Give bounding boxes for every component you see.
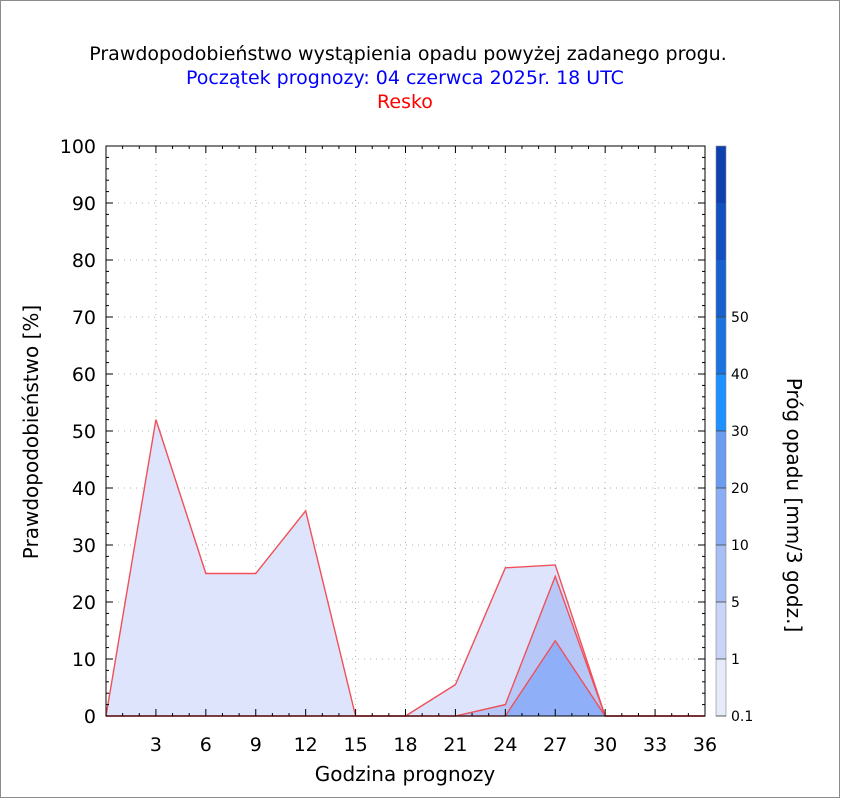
y-tick-label: 50 [72,421,96,443]
x-tick-labels: 3 6 9 12 15 18 21 24 27 30 33 36 [150,734,717,756]
colorbar-segment [716,659,726,716]
x-tick-label: 6 [200,734,212,756]
colorbar-tick-label: 20 [731,481,749,497]
colorbar-segment [716,488,726,545]
x-tick-label: 12 [294,734,318,756]
x-tick-label: 27 [543,734,567,756]
x-tick-label: 15 [343,734,367,756]
x-tick-label: 30 [593,734,617,756]
chart-subtitle: Początek prognozy: 04 czerwca 2025r. 18 … [186,67,624,89]
colorbar-segment [716,431,726,488]
x-tick-label: 36 [693,734,717,756]
y-tick-label: 70 [72,307,96,329]
colorbar-tick-label: 0.1 [731,709,753,725]
x-axis-label: Godzina prognozy [315,762,496,786]
y-axis-label: Prawdopodobieństwo [%] [19,305,43,559]
y-tick-label: 20 [72,592,96,614]
colorbar-tick-label: 40 [731,367,749,383]
colorbar-tick-label: 50 [731,310,749,326]
colorbar-tick-label: 10 [731,538,749,554]
colorbar-tick-label: 30 [731,424,749,440]
y-tick-labels: 0 10 20 30 40 50 60 70 80 90 100 [60,136,96,728]
colorbar-tick-label: 1 [731,652,740,668]
x-tick-label: 24 [493,734,517,756]
x-tick-label: 21 [443,734,467,756]
axes [105,145,706,717]
colorbar-label: Próg opadu [mm/3 godz.] [782,378,806,633]
colorbar-segment [716,317,726,374]
colorbar-segment [716,374,726,431]
chart-title: Prawdopodobieństwo wystąpienia opadu pow… [89,43,727,65]
area-threshold-5 [106,640,705,716]
station-name: Resko [377,91,433,113]
y-tick-label: 80 [72,250,96,272]
y-tick-label: 30 [72,535,96,557]
colorbar-tick-label: 5 [731,595,740,611]
y-tick-label: 90 [72,193,96,215]
x-tick-label: 9 [250,734,262,756]
colorbar-segment [716,203,726,260]
x-tick-label: 3 [150,734,162,756]
x-tick-label: 33 [643,734,667,756]
x-tick-label: 18 [393,734,417,756]
colorbar-segment [716,260,726,317]
colorbar-segment [716,602,726,659]
colorbar-segment [716,545,726,602]
y-tick-label: 60 [72,364,96,386]
y-tick-label: 40 [72,478,96,500]
y-tick-label: 10 [72,649,96,671]
y-tick-label: 100 [60,136,96,158]
colorbar-segment [716,146,726,203]
y-tick-label: 0 [84,706,96,728]
threshold-colorbar: 0.1 1 5 10 20 30 40 50 [715,145,753,725]
